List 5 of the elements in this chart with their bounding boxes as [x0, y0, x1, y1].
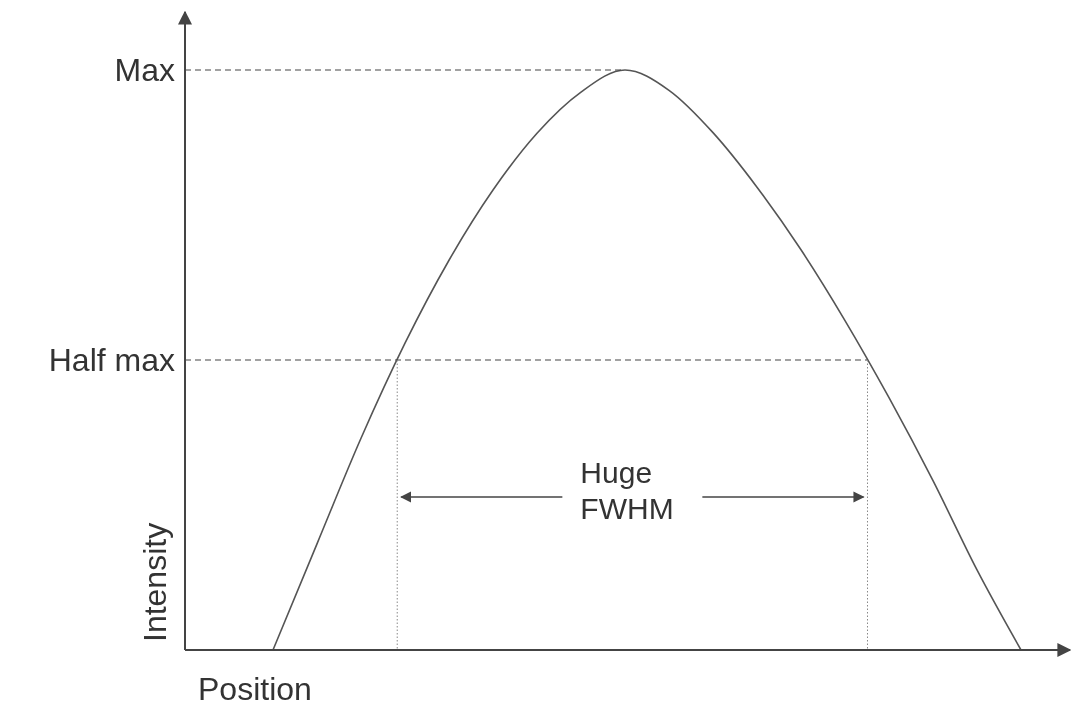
x-axis-title: Position: [198, 671, 312, 705]
y-axis-title: Intensity: [137, 522, 173, 642]
ref-line-label: Half max: [48, 342, 175, 378]
ref-line-label: Max: [114, 52, 175, 88]
annotation: Huge FWHM: [580, 456, 674, 525]
